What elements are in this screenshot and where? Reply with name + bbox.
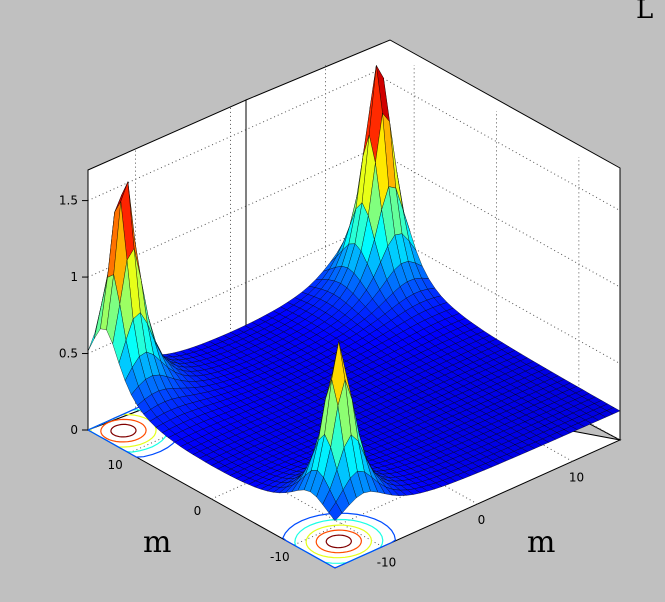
z-tick-label: 1.5 bbox=[59, 194, 78, 208]
y-tick-label: 10 bbox=[108, 458, 123, 472]
contour-line bbox=[305, 524, 373, 559]
contour-line bbox=[100, 418, 147, 443]
gridline bbox=[230, 106, 478, 505]
contour-line bbox=[282, 512, 397, 569]
x-axis-ticks: -10 0 10 bbox=[377, 470, 584, 569]
x-axis-label: m bbox=[143, 525, 171, 560]
z-axis-ticks: 0 0.5 1 1.5 bbox=[59, 194, 88, 437]
z-tick-label: 0 bbox=[70, 423, 78, 437]
contour-line bbox=[325, 534, 353, 549]
contour-line bbox=[315, 529, 363, 554]
corner-label: L bbox=[636, 0, 653, 25]
x-tick-label: -10 bbox=[377, 556, 397, 570]
y-axis-ticks: -10 0 10 bbox=[108, 458, 290, 564]
surface-mesh bbox=[87, 64, 621, 522]
x-tick-label: 10 bbox=[569, 470, 584, 484]
y-tick-label: -10 bbox=[270, 550, 290, 564]
z-tick-label: 1 bbox=[70, 270, 78, 284]
gridline bbox=[135, 148, 383, 548]
contour-line bbox=[110, 423, 137, 438]
x-tick-label: 0 bbox=[478, 513, 486, 527]
y-tick-label: 0 bbox=[194, 504, 202, 518]
y-axis-label: m bbox=[527, 525, 555, 560]
surface-cell bbox=[328, 501, 343, 522]
z-tick-label: 0.5 bbox=[59, 347, 78, 361]
gridline bbox=[325, 63, 573, 462]
gridline bbox=[87, 72, 621, 212]
